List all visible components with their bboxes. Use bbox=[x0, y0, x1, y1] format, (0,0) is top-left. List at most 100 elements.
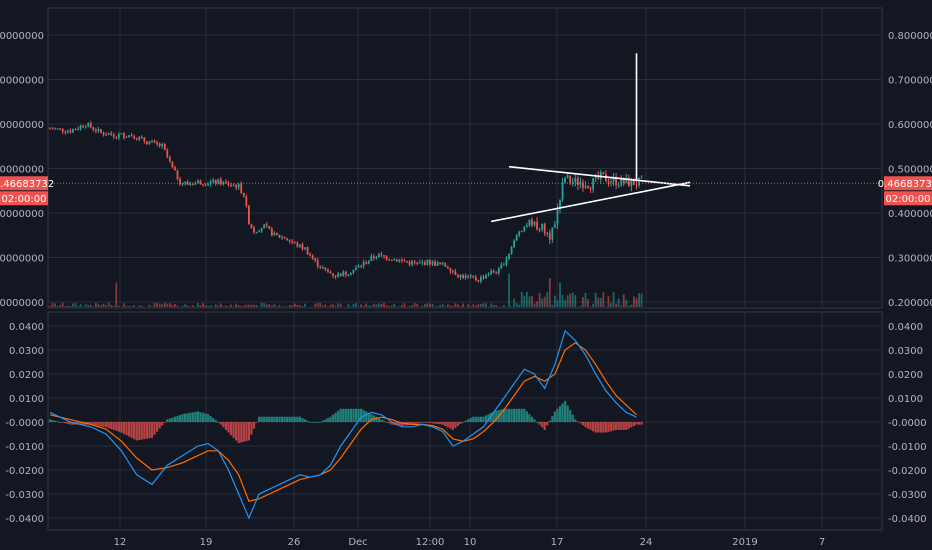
candle-body bbox=[401, 259, 403, 261]
candle-body bbox=[378, 254, 380, 257]
macd-hist-bar bbox=[433, 422, 437, 424]
macd-tick-label-left: 0.0400 bbox=[9, 322, 44, 333]
volume-bar bbox=[214, 304, 217, 307]
volume-bar bbox=[434, 306, 436, 307]
macd-hist-bar bbox=[331, 414, 335, 422]
volume-bar bbox=[329, 304, 332, 307]
macd-hist-bar bbox=[349, 408, 352, 422]
candle-body bbox=[278, 234, 281, 238]
candle-body bbox=[107, 133, 110, 135]
macd-hist-bar bbox=[541, 422, 544, 428]
volume-bar bbox=[237, 305, 240, 307]
candle-body bbox=[51, 128, 54, 130]
macd-hist-bar bbox=[530, 416, 534, 422]
volume-bar bbox=[615, 303, 617, 307]
candle-body bbox=[350, 272, 352, 275]
candle-body bbox=[143, 137, 146, 142]
last-price-badge-right bbox=[884, 176, 932, 191]
macd-tick-label-right: 0.0200 bbox=[888, 370, 923, 381]
macd-hist-bar bbox=[326, 418, 330, 422]
drawings[interactable] bbox=[490, 53, 691, 223]
macd-tick-label-left: -0.0400 bbox=[5, 514, 44, 525]
volume-bar bbox=[457, 304, 459, 307]
volume-bar bbox=[77, 305, 79, 307]
volume-bar bbox=[253, 304, 255, 307]
volume-bar bbox=[602, 292, 605, 307]
volume-bar bbox=[202, 303, 204, 307]
macd-hist-bar bbox=[171, 417, 174, 422]
volume-bar bbox=[100, 305, 102, 307]
macd-hist-bar bbox=[237, 422, 240, 444]
volume-bar bbox=[546, 292, 549, 307]
candle-body bbox=[97, 129, 100, 132]
macd-hist-bar bbox=[464, 420, 467, 422]
volume-bar bbox=[431, 303, 434, 307]
volume-bar bbox=[365, 303, 368, 307]
macd-hist-bar bbox=[311, 422, 314, 423]
candle-body bbox=[592, 178, 595, 190]
macd-hist-bar bbox=[158, 422, 161, 429]
candle-body bbox=[454, 271, 457, 275]
candle-body bbox=[240, 184, 243, 193]
volume-bar bbox=[367, 305, 370, 307]
candle-body bbox=[457, 274, 459, 278]
candle-body bbox=[166, 150, 169, 158]
candle-body bbox=[270, 228, 273, 236]
macd-hist-bar bbox=[247, 422, 250, 441]
volume-bar bbox=[321, 305, 324, 307]
macd-hist-bar bbox=[324, 419, 327, 422]
volume-bar bbox=[166, 303, 169, 307]
macd-hist-bar bbox=[357, 408, 360, 422]
macd-hist-bar bbox=[94, 422, 97, 426]
volume-bar bbox=[105, 305, 107, 307]
volume-bar bbox=[225, 305, 227, 307]
candle-body bbox=[390, 259, 393, 261]
volume-bar bbox=[528, 296, 531, 307]
macd-histogram bbox=[48, 400, 643, 444]
candle-body bbox=[413, 261, 416, 263]
candle-body bbox=[151, 141, 153, 143]
last-price-badge-left bbox=[0, 176, 48, 191]
candle-body bbox=[497, 268, 500, 274]
candle-body bbox=[388, 259, 391, 261]
volume-bar bbox=[454, 303, 457, 307]
volume-bar bbox=[191, 305, 194, 307]
candle-body bbox=[311, 255, 314, 259]
macd-hist-bar bbox=[204, 413, 207, 422]
volume-bar bbox=[635, 298, 638, 307]
candle-body bbox=[370, 256, 373, 262]
macd-hist-bar bbox=[64, 422, 67, 424]
candle-body bbox=[112, 134, 115, 137]
volume-bar bbox=[523, 295, 526, 307]
volume-bar bbox=[508, 273, 510, 307]
volume-bar bbox=[339, 303, 342, 307]
volume-bar bbox=[536, 301, 538, 307]
macd-hist-bar bbox=[408, 422, 411, 425]
macd-hist-bar bbox=[382, 420, 386, 422]
candle-body bbox=[449, 268, 452, 272]
candle-body bbox=[513, 240, 515, 248]
volume-bar bbox=[574, 295, 577, 307]
macd-hist-bar bbox=[240, 422, 243, 443]
candle-body bbox=[105, 134, 107, 136]
volume-bar bbox=[174, 303, 176, 307]
macd-hist-bar bbox=[482, 416, 485, 422]
macd-hist-bar bbox=[337, 410, 340, 422]
volume-bar bbox=[360, 304, 362, 307]
macd-hist-bar bbox=[48, 419, 52, 422]
macd-hist-bar bbox=[153, 422, 156, 435]
candle-body bbox=[255, 231, 258, 233]
macd-hist-bar bbox=[168, 418, 171, 422]
candle-body bbox=[429, 259, 431, 265]
volume-bar bbox=[426, 303, 429, 307]
candle-body bbox=[492, 271, 495, 273]
candle-body bbox=[156, 141, 158, 144]
candle-body bbox=[587, 186, 589, 189]
volume-bar bbox=[334, 305, 337, 307]
candle-body bbox=[612, 176, 615, 182]
volume-bar bbox=[411, 305, 413, 307]
